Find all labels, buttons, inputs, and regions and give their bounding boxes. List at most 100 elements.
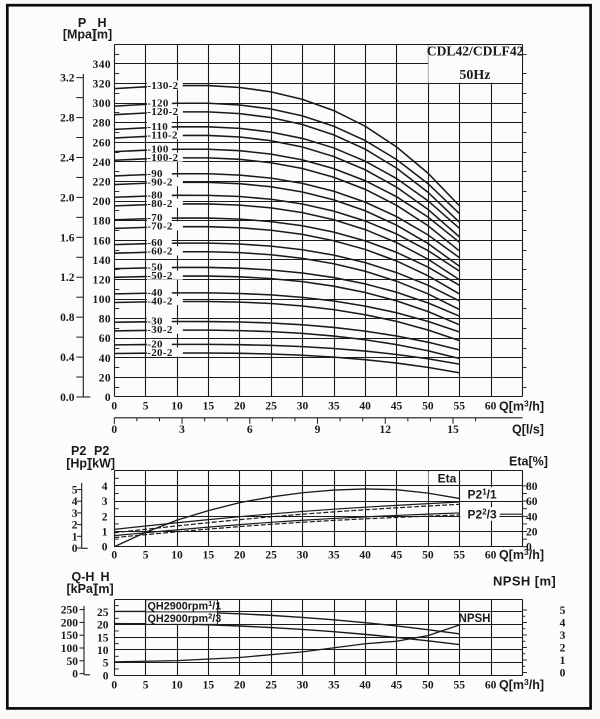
- svg-text:P22/3: P22/3: [468, 508, 497, 522]
- svg-text:60: 60: [485, 680, 497, 692]
- svg-text:80: 80: [526, 481, 538, 493]
- svg-text:[Mpa]: [Mpa]: [63, 28, 96, 42]
- svg-text:Q[m3/h]: Q[m3/h]: [499, 547, 544, 562]
- svg-text:0: 0: [526, 542, 532, 554]
- svg-text:9: 9: [315, 424, 321, 436]
- svg-text:35: 35: [328, 680, 340, 692]
- svg-text:[m]: [m]: [94, 582, 113, 596]
- svg-text:0: 0: [111, 424, 117, 436]
- svg-text:-80: -80: [147, 189, 163, 201]
- svg-text:[kW]: [kW]: [88, 457, 115, 471]
- svg-text:40: 40: [359, 680, 371, 692]
- svg-text:55: 55: [454, 550, 466, 562]
- svg-text:40: 40: [359, 401, 371, 413]
- svg-text:60: 60: [99, 333, 111, 345]
- svg-text:2: 2: [72, 520, 78, 532]
- svg-text:-100: -100: [147, 143, 169, 155]
- svg-text:0: 0: [111, 680, 117, 692]
- svg-text:25: 25: [265, 401, 277, 413]
- svg-text:55: 55: [454, 401, 466, 413]
- svg-text:[kPa]: [kPa]: [67, 582, 98, 596]
- svg-text:15: 15: [203, 680, 215, 692]
- svg-text:-110: -110: [147, 121, 168, 133]
- svg-text:60: 60: [485, 401, 497, 413]
- svg-text:-60: -60: [147, 237, 163, 249]
- svg-text:10: 10: [171, 680, 183, 692]
- svg-text:-80-2: -80-2: [147, 198, 173, 210]
- svg-text:0: 0: [111, 550, 117, 562]
- svg-text:QH2900rpm1/1: QH2900rpm1/1: [148, 599, 222, 613]
- svg-text:15: 15: [447, 424, 459, 436]
- svg-text:[m]: [m]: [93, 28, 112, 42]
- svg-text:-50-2: -50-2: [147, 270, 173, 282]
- svg-text:CDL42/CDLF42: CDL42/CDLF42: [427, 44, 524, 59]
- svg-text:0: 0: [105, 392, 111, 404]
- svg-text:10: 10: [97, 645, 109, 657]
- svg-text:340: 340: [93, 59, 111, 71]
- svg-text:0: 0: [72, 669, 78, 681]
- svg-text:10: 10: [171, 550, 183, 562]
- svg-text:-90-2: -90-2: [147, 176, 173, 188]
- svg-text:4: 4: [72, 496, 78, 508]
- svg-text:50: 50: [422, 550, 434, 562]
- svg-text:-130-2: -130-2: [147, 80, 178, 92]
- svg-text:25: 25: [97, 607, 109, 619]
- svg-text:50: 50: [67, 656, 79, 668]
- svg-text:30: 30: [297, 401, 309, 413]
- svg-text:1.2: 1.2: [60, 272, 75, 284]
- svg-text:2.4: 2.4: [60, 152, 75, 164]
- svg-text:5: 5: [143, 401, 149, 413]
- svg-text:50: 50: [422, 401, 434, 413]
- svg-text:12: 12: [380, 424, 392, 436]
- svg-text:240: 240: [93, 157, 111, 169]
- svg-text:H: H: [100, 570, 109, 584]
- svg-text:Eta: Eta: [438, 471, 457, 485]
- svg-text:50: 50: [422, 680, 434, 692]
- svg-text:Q-H: Q-H: [72, 570, 95, 584]
- svg-text:20: 20: [97, 620, 109, 632]
- svg-text:40: 40: [359, 550, 371, 562]
- svg-text:260: 260: [93, 137, 111, 149]
- svg-text:150: 150: [61, 630, 79, 642]
- svg-text:200: 200: [61, 617, 79, 629]
- svg-text:5: 5: [143, 680, 149, 692]
- svg-text:60: 60: [485, 550, 497, 562]
- svg-text:300: 300: [93, 98, 111, 110]
- svg-text:P: P: [78, 16, 86, 30]
- svg-text:15: 15: [203, 401, 215, 413]
- svg-text:-70: -70: [147, 212, 163, 224]
- svg-text:3: 3: [102, 496, 108, 508]
- svg-text:-20: -20: [147, 338, 163, 350]
- svg-text:Q[m3/h]: Q[m3/h]: [499, 677, 544, 692]
- svg-text:320: 320: [93, 79, 111, 91]
- svg-text:0: 0: [560, 668, 566, 680]
- svg-text:NPSH: NPSH: [459, 613, 491, 625]
- svg-text:30: 30: [297, 680, 309, 692]
- svg-text:1: 1: [560, 655, 566, 667]
- svg-text:40: 40: [99, 353, 111, 365]
- svg-text:20: 20: [234, 550, 246, 562]
- svg-text:QH2900rpm2/3: QH2900rpm2/3: [148, 611, 222, 625]
- svg-text:0: 0: [72, 543, 78, 555]
- svg-text:15: 15: [203, 550, 215, 562]
- svg-text:0.8: 0.8: [60, 312, 75, 324]
- svg-text:35: 35: [328, 401, 340, 413]
- svg-text:1.6: 1.6: [60, 232, 75, 244]
- svg-text:200: 200: [93, 196, 111, 208]
- svg-text:45: 45: [391, 550, 403, 562]
- svg-text:P2: P2: [71, 444, 86, 458]
- svg-text:-30-2: -30-2: [147, 324, 173, 336]
- svg-text:25: 25: [265, 550, 277, 562]
- svg-text:-40-2: -40-2: [147, 295, 173, 307]
- svg-text:3: 3: [560, 630, 566, 642]
- svg-text:4: 4: [560, 618, 566, 630]
- svg-text:180: 180: [93, 216, 111, 228]
- svg-text:0.0: 0.0: [60, 392, 75, 404]
- svg-text:80: 80: [99, 314, 111, 326]
- svg-text:3: 3: [72, 508, 78, 520]
- svg-text:2.0: 2.0: [60, 192, 75, 204]
- svg-text:-60-2: -60-2: [147, 246, 173, 258]
- svg-text:-20-2: -20-2: [147, 347, 173, 359]
- svg-text:1: 1: [72, 531, 78, 543]
- svg-text:250: 250: [61, 605, 79, 617]
